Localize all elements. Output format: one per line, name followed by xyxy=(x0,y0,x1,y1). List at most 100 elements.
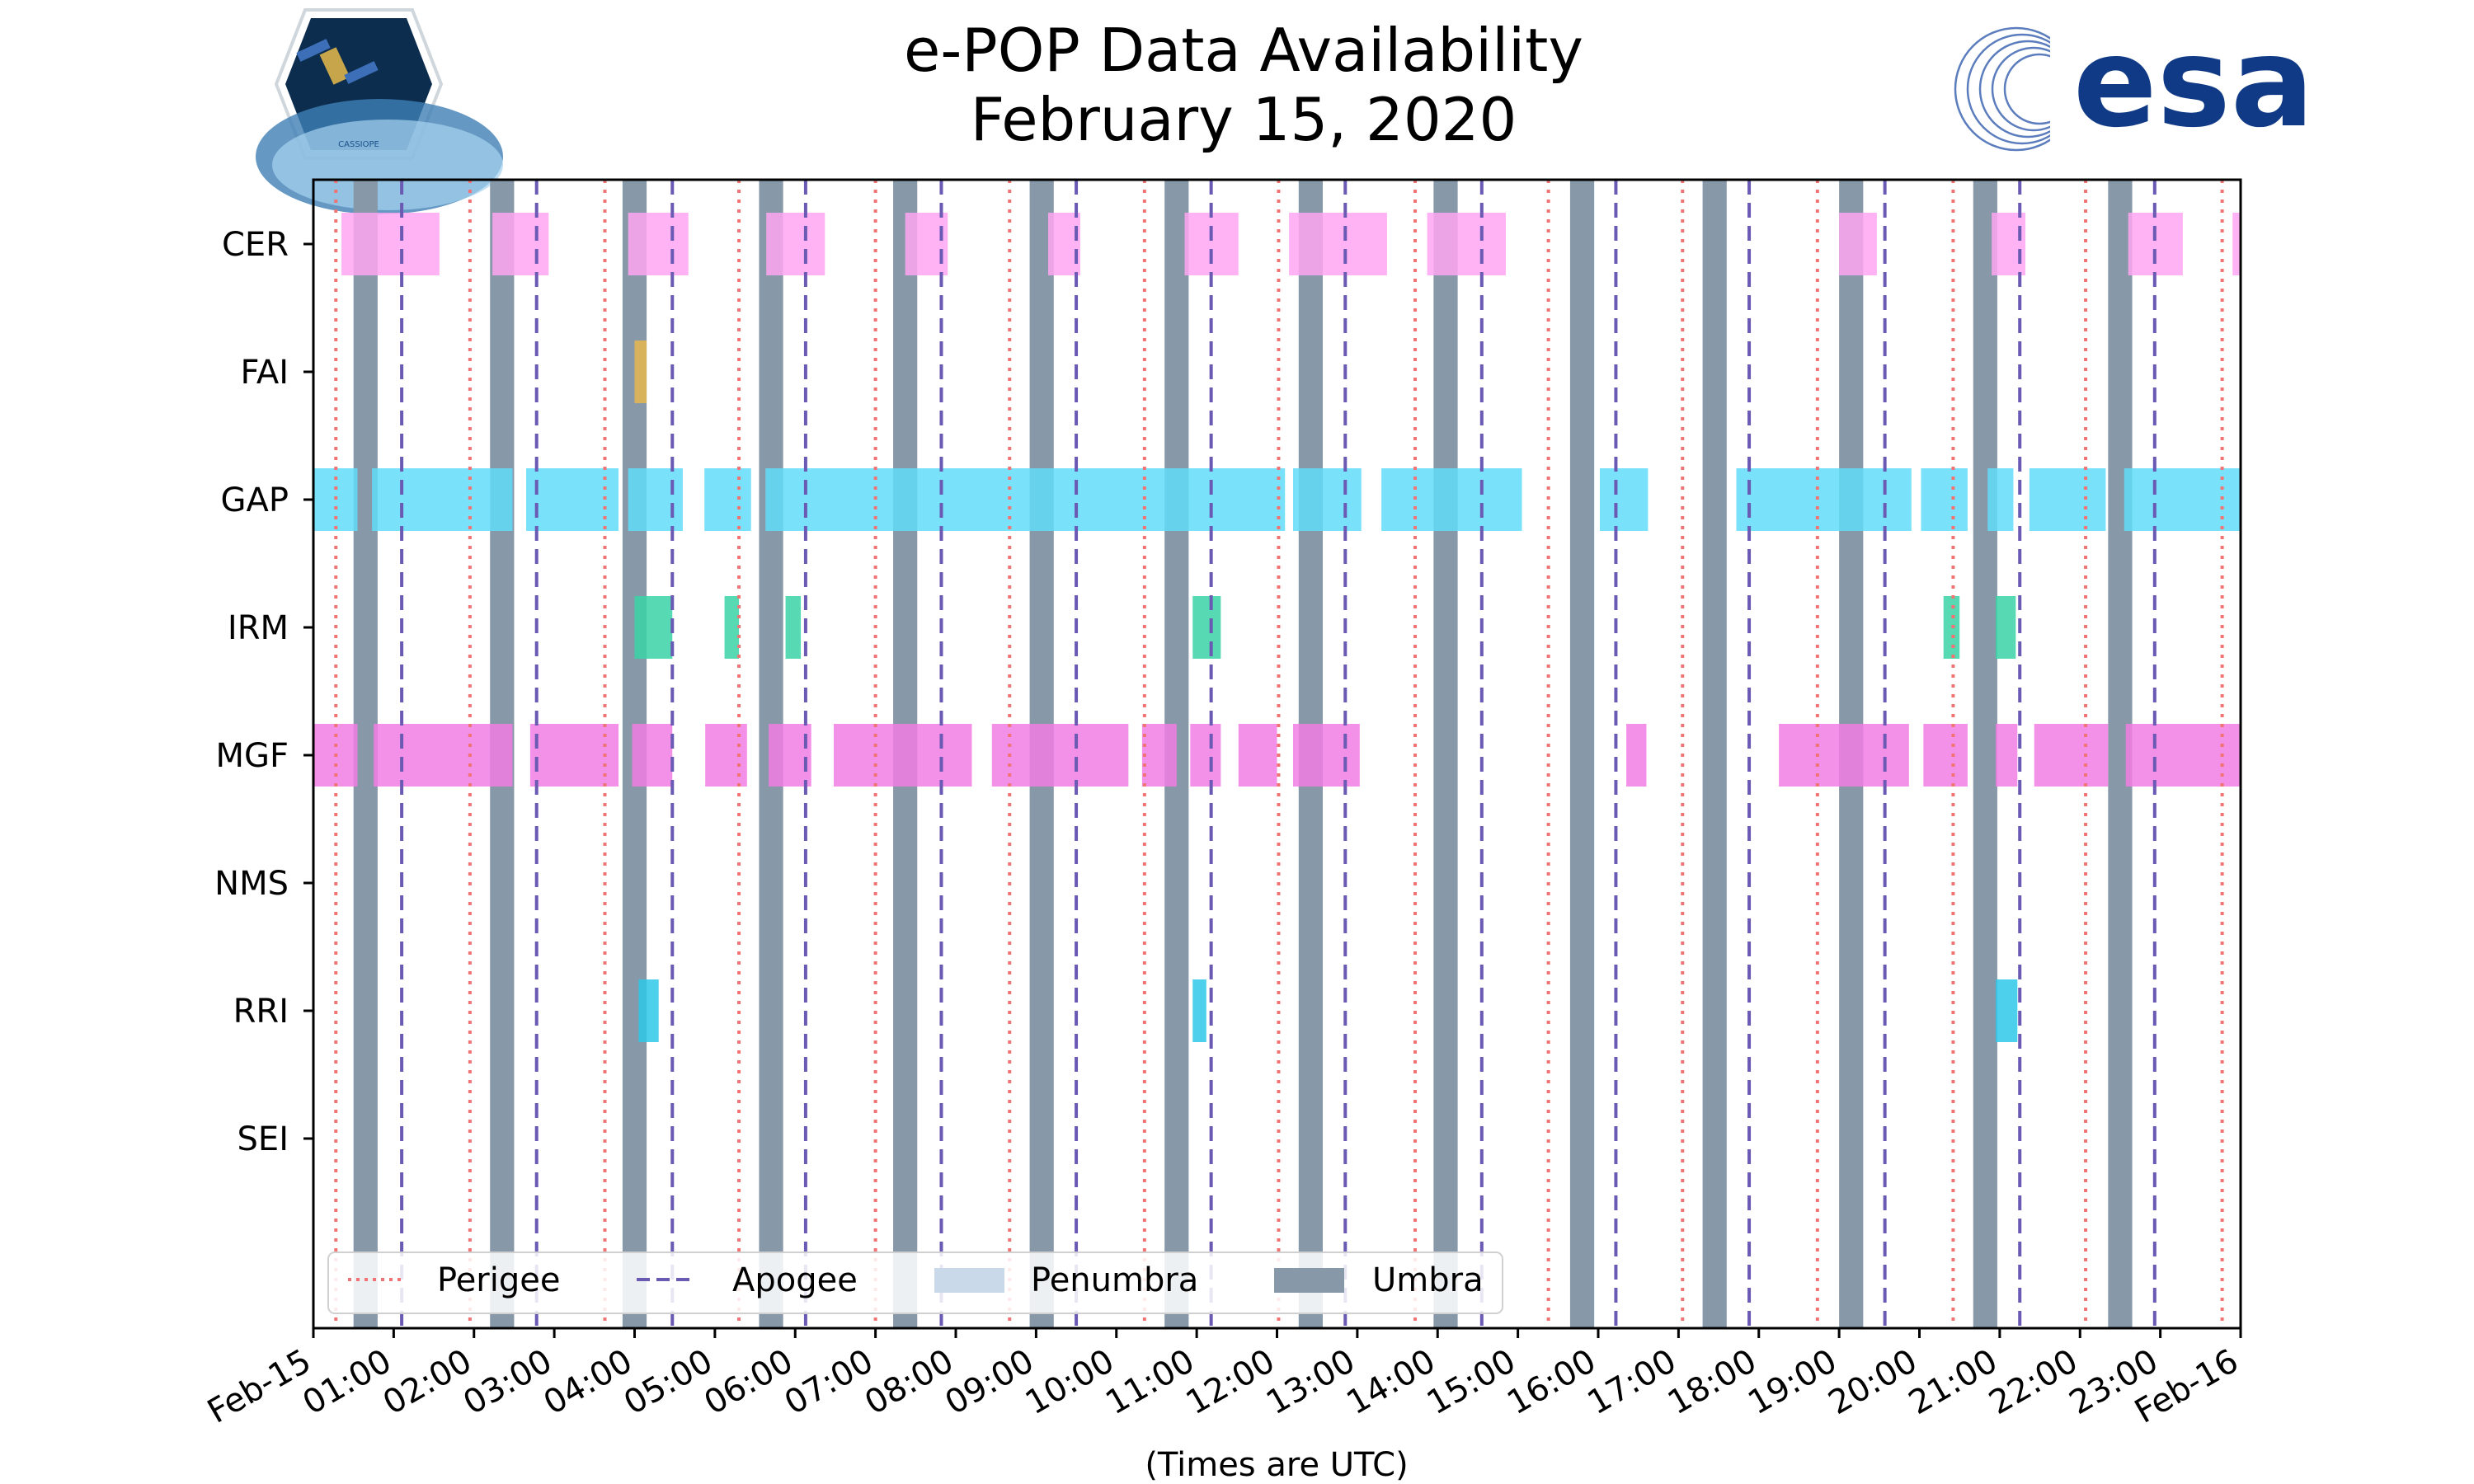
mgf-bar-4 xyxy=(705,724,747,787)
y-tick-label-gap: GAP xyxy=(221,481,289,519)
mgf-bar-16 xyxy=(2034,724,2109,787)
mgf-bar-15 xyxy=(1996,724,2018,787)
mgf-bar-5 xyxy=(769,724,811,787)
y-tick-label-fai: FAI xyxy=(241,354,289,392)
x-tick-label-1: 01:00 xyxy=(297,1342,398,1422)
cer-bar-3 xyxy=(766,213,825,275)
x-tick-label-5: 05:00 xyxy=(618,1342,719,1422)
rri-bar-0 xyxy=(638,979,659,1042)
gap-bar-7 xyxy=(1381,468,1522,531)
y-axis: CER FAI GAP IRM MGF NMS RRI SEI xyxy=(214,226,313,1158)
x-tick-label-6: 06:00 xyxy=(698,1342,799,1422)
cer-bar-0 xyxy=(341,213,440,275)
rri-bar-1 xyxy=(1192,979,1206,1042)
mgf-bar-11 xyxy=(1292,724,1360,787)
cassiope-logo-text: CASSIOPE xyxy=(338,140,379,149)
cer-bar-7 xyxy=(1289,213,1387,275)
rri-bar-2 xyxy=(1996,979,2018,1042)
x-tick-label-21: 21:00 xyxy=(1903,1342,2004,1422)
chart-title: e-POP Data Availability xyxy=(904,16,1583,85)
y-tick-label-sei: SEI xyxy=(238,1120,289,1158)
legend-perigee-label: Perigee xyxy=(437,1261,560,1299)
irm-bar-5 xyxy=(1996,596,2016,659)
gap-bar-11 xyxy=(1987,468,2014,531)
cer-bar-2 xyxy=(628,213,689,275)
cer-bar-5 xyxy=(1047,213,1080,275)
x-axis: Feb-1501:0002:0003:0004:0005:0006:0007:0… xyxy=(201,1328,2245,1431)
gap-bar-12 xyxy=(2029,468,2106,531)
cer-bar-1 xyxy=(492,213,549,275)
gap-bar-10 xyxy=(1921,468,1968,531)
gap-bar-1 xyxy=(372,468,513,531)
x-tick-label-22: 22:00 xyxy=(1982,1342,2084,1422)
y-tick-label-irm: IRM xyxy=(228,609,289,647)
mgf-bar-9 xyxy=(1190,724,1221,787)
x-axis-label: (Times are UTC) xyxy=(1145,1446,1408,1484)
x-tick-label-11: 11:00 xyxy=(1099,1342,1201,1422)
gap-bar-6 xyxy=(1292,468,1362,531)
mgf-bar-1 xyxy=(374,724,513,787)
x-tick-label-0: Feb-15 xyxy=(201,1342,317,1431)
x-tick-label-10: 10:00 xyxy=(1019,1342,1121,1422)
umbra-band-12 xyxy=(1973,180,1997,1328)
y-tick-label-cer: CER xyxy=(222,226,289,264)
x-tick-label-8: 08:00 xyxy=(858,1342,960,1422)
gap-bar-4 xyxy=(704,468,751,531)
cer-bar-6 xyxy=(1184,213,1239,275)
x-tick-label-9: 09:00 xyxy=(939,1342,1041,1422)
esa-logo: e esa xyxy=(1954,9,2314,157)
chart-subtitle: February 15, 2020 xyxy=(971,85,1517,154)
mgf-bar-13 xyxy=(1779,724,1909,787)
cer-bar-11 xyxy=(2128,213,2183,275)
x-tick-label-20: 20:00 xyxy=(1823,1342,1924,1422)
legend-box xyxy=(327,1252,1503,1314)
x-tick-label-14: 14:00 xyxy=(1340,1342,1442,1422)
umbra-band-8 xyxy=(1433,180,1458,1328)
legend: Perigee Apogee Penumbra Umbra xyxy=(327,1252,1503,1314)
x-tick-label-18: 18:00 xyxy=(1662,1342,1763,1422)
irm-bar-3 xyxy=(1192,596,1221,659)
y-tick-label-rri: RRI xyxy=(233,993,289,1031)
x-tick-label-17: 17:00 xyxy=(1582,1342,1683,1422)
y-tick-label-nms: NMS xyxy=(214,865,289,903)
legend-apogee-label: Apogee xyxy=(732,1261,858,1299)
mgf-bar-10 xyxy=(1238,724,1277,787)
x-tick-label-12: 12:00 xyxy=(1180,1342,1282,1422)
irm-bar-2 xyxy=(785,596,802,659)
mgf-bar-14 xyxy=(1923,724,1968,787)
mgf-bar-3 xyxy=(632,724,673,787)
legend-umbra-swatch xyxy=(1274,1268,1344,1293)
orbit-lines xyxy=(334,180,2224,1328)
umbra-band-10 xyxy=(1702,180,1727,1328)
mgf-bar-7 xyxy=(991,724,1129,787)
cer-bar-10 xyxy=(1992,213,2026,275)
svg-text:e: e xyxy=(2071,12,2155,155)
fai-bar-0 xyxy=(634,340,647,403)
x-tick-label-7: 07:00 xyxy=(778,1342,880,1422)
x-tick-label-4: 04:00 xyxy=(538,1342,639,1422)
y-tick-label-mgf: MGF xyxy=(215,737,289,775)
gap-bar-5 xyxy=(765,468,1286,531)
umbra-band-9 xyxy=(1569,180,1595,1328)
cassiope-logo: CASSIOPE xyxy=(256,8,503,214)
irm-bar-1 xyxy=(724,596,740,659)
x-tick-label-3: 03:00 xyxy=(457,1342,558,1422)
x-tick-label-19: 19:00 xyxy=(1742,1342,1843,1422)
mgf-bar-12 xyxy=(1626,724,1647,787)
legend-penumbra-label: Penumbra xyxy=(1031,1261,1198,1299)
gap-bar-2 xyxy=(526,468,619,531)
x-tick-label-16: 16:00 xyxy=(1501,1342,1602,1422)
x-tick-label-15: 15:00 xyxy=(1421,1342,1522,1422)
x-tick-label-2: 02:00 xyxy=(377,1342,478,1422)
irm-bar-0 xyxy=(634,596,673,659)
cer-bar-12 xyxy=(2232,213,2241,275)
x-tick-label-13: 13:00 xyxy=(1260,1342,1362,1422)
esa-logo-text: esa xyxy=(2073,12,2314,155)
cer-bar-4 xyxy=(905,213,948,275)
gap-bar-3 xyxy=(628,468,683,531)
legend-penumbra-swatch xyxy=(934,1268,1004,1293)
mgf-bar-6 xyxy=(833,724,972,787)
gap-bar-8 xyxy=(1599,468,1649,531)
cer-bar-9 xyxy=(1839,213,1877,275)
